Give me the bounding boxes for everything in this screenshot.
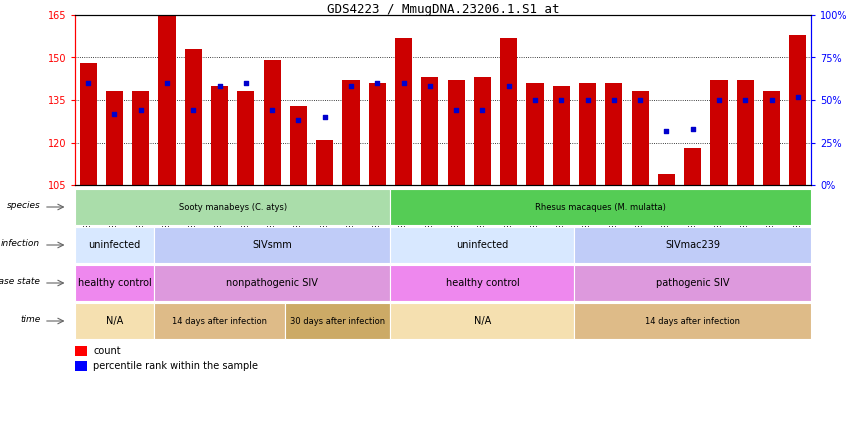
Bar <box>605 83 623 185</box>
Bar <box>527 83 544 185</box>
Point <box>554 96 568 103</box>
Point <box>344 83 358 90</box>
Point <box>660 127 674 134</box>
Bar <box>763 91 780 185</box>
Bar <box>106 91 123 185</box>
Bar <box>184 49 202 185</box>
Bar <box>154 227 391 263</box>
Bar <box>574 227 811 263</box>
Bar <box>574 303 811 339</box>
Text: healthy control: healthy control <box>78 278 152 288</box>
Point <box>475 107 489 114</box>
Text: 14 days after infection: 14 days after infection <box>172 317 267 325</box>
Text: species: species <box>7 201 41 210</box>
Bar <box>391 265 574 301</box>
Point <box>133 107 147 114</box>
Bar <box>316 140 333 185</box>
Text: infection: infection <box>1 238 41 248</box>
Point <box>81 79 95 87</box>
Point <box>686 125 700 132</box>
Bar <box>211 86 228 185</box>
Bar <box>579 83 596 185</box>
Text: uninfected: uninfected <box>456 240 508 250</box>
Text: time: time <box>20 315 41 324</box>
Text: percentile rank within the sample: percentile rank within the sample <box>94 361 258 371</box>
Bar <box>290 106 307 185</box>
Text: healthy control: healthy control <box>445 278 520 288</box>
Text: uninfected: uninfected <box>88 240 140 250</box>
Point <box>633 96 647 103</box>
Bar <box>75 303 154 339</box>
Bar <box>285 303 391 339</box>
Point <box>160 79 174 87</box>
Point <box>423 83 436 90</box>
Point <box>213 83 227 90</box>
Bar <box>448 80 465 185</box>
Text: Sooty manabeys (C. atys): Sooty manabeys (C. atys) <box>178 202 287 211</box>
Bar <box>369 83 386 185</box>
Text: disease state: disease state <box>0 277 41 285</box>
Bar <box>658 174 675 185</box>
Bar <box>154 265 391 301</box>
Bar <box>710 80 727 185</box>
Point <box>186 107 200 114</box>
Bar <box>154 303 285 339</box>
Text: 30 days after infection: 30 days after infection <box>290 317 385 325</box>
Bar <box>395 38 412 185</box>
Text: N/A: N/A <box>106 316 123 326</box>
Bar <box>342 80 359 185</box>
Bar <box>474 77 491 185</box>
Bar <box>631 91 649 185</box>
Text: SIVsmm: SIVsmm <box>252 240 292 250</box>
Bar <box>391 189 811 225</box>
Bar <box>422 77 438 185</box>
Text: pathogenic SIV: pathogenic SIV <box>656 278 729 288</box>
Point <box>239 79 253 87</box>
Bar <box>391 227 574 263</box>
Bar <box>237 91 255 185</box>
Bar <box>684 148 701 185</box>
Bar <box>75 227 154 263</box>
Text: GDS4223 / MmugDNA.23206.1.S1_at: GDS4223 / MmugDNA.23206.1.S1_at <box>326 3 559 16</box>
Text: 14 days after infection: 14 days after infection <box>645 317 740 325</box>
Text: count: count <box>94 346 121 356</box>
Bar <box>574 265 811 301</box>
Bar <box>391 303 574 339</box>
Bar <box>75 361 87 371</box>
Point <box>791 93 805 100</box>
Point <box>397 79 410 87</box>
Text: SIVmac239: SIVmac239 <box>665 240 721 250</box>
Bar <box>789 35 806 185</box>
Bar <box>501 38 517 185</box>
Point <box>265 107 279 114</box>
Point <box>107 110 121 117</box>
Bar <box>737 80 753 185</box>
Point <box>765 96 779 103</box>
Point <box>580 96 594 103</box>
Point <box>371 79 385 87</box>
Bar <box>80 63 97 185</box>
Point <box>318 114 332 121</box>
Point <box>607 96 621 103</box>
Point <box>292 117 306 124</box>
Point <box>712 96 726 103</box>
Point <box>449 107 463 114</box>
Text: Rhesus macaques (M. mulatta): Rhesus macaques (M. mulatta) <box>535 202 666 211</box>
Bar <box>553 86 570 185</box>
Point <box>501 83 515 90</box>
Bar <box>75 265 154 301</box>
Bar <box>75 189 391 225</box>
Bar <box>132 91 149 185</box>
Bar <box>263 60 281 185</box>
Bar <box>75 346 87 356</box>
Point <box>528 96 542 103</box>
Point <box>739 96 753 103</box>
Text: nonpathogenic SIV: nonpathogenic SIV <box>226 278 318 288</box>
Bar <box>158 15 176 185</box>
Text: N/A: N/A <box>474 316 491 326</box>
